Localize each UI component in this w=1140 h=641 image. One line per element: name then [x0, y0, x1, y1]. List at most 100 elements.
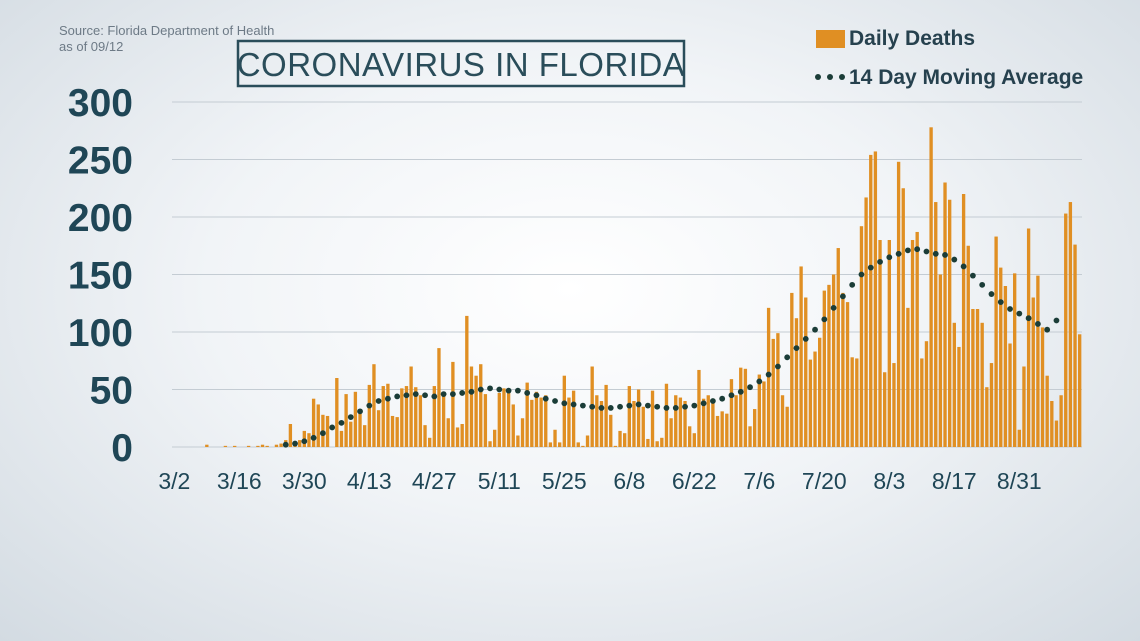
moving-average-dots — [282, 246, 1060, 448]
bar-daily-deaths — [441, 391, 446, 447]
moving-average-point — [477, 386, 484, 393]
moving-average-point — [979, 281, 986, 288]
bar-daily-deaths — [869, 154, 873, 447]
moving-average-point — [858, 271, 865, 278]
bar-daily-deaths — [520, 418, 525, 447]
y-tick-label: 250 — [68, 140, 133, 183]
legend: Daily Deaths 14 Day Moving Average — [815, 27, 1083, 89]
bar-daily-deaths — [525, 382, 529, 447]
bar-daily-deaths — [1008, 343, 1012, 447]
bar-daily-deaths — [627, 386, 631, 447]
legend-bar-swatch — [816, 30, 845, 48]
bar-daily-deaths — [845, 302, 850, 447]
bar-daily-deaths — [1022, 366, 1026, 447]
bar-daily-deaths — [581, 445, 585, 447]
moving-average-point — [617, 403, 623, 410]
bar-daily-deaths — [762, 381, 766, 447]
moving-average-point — [1053, 317, 1060, 324]
bar-daily-deaths — [822, 290, 826, 447]
bar-daily-deaths — [920, 358, 924, 447]
bar-daily-deaths — [980, 322, 984, 447]
bar-daily-deaths — [660, 437, 664, 447]
moving-average-point — [338, 419, 345, 426]
bar-daily-deaths — [934, 202, 938, 447]
bar-daily-deaths — [971, 309, 975, 447]
bar-daily-deaths — [349, 421, 353, 447]
bar-daily-deaths — [674, 395, 678, 447]
bar-daily-deaths — [511, 404, 515, 447]
moving-average-point — [737, 388, 744, 395]
moving-average-point — [412, 391, 419, 397]
y-tick-label: 0 — [111, 427, 133, 470]
bar-daily-deaths — [873, 151, 878, 447]
bar-daily-deaths — [906, 307, 910, 447]
bar-daily-deaths — [957, 346, 961, 447]
bar-daily-deaths — [771, 338, 775, 447]
bar-daily-deaths — [1059, 395, 1063, 447]
bar-daily-deaths — [339, 430, 344, 447]
moving-average-point — [384, 395, 391, 402]
bar-daily-deaths — [316, 404, 320, 447]
moving-average-point — [821, 316, 828, 323]
y-tick-label: 50 — [90, 370, 133, 413]
moving-average-point — [895, 250, 902, 257]
bar-daily-deaths — [497, 392, 501, 447]
bar-daily-deaths — [539, 397, 543, 447]
moving-average-point — [449, 391, 456, 397]
bar-daily-deaths — [688, 426, 692, 447]
bar-daily-deaths — [567, 397, 571, 447]
bar-daily-deaths — [1040, 327, 1045, 447]
bar-daily-deaths — [488, 441, 492, 447]
bar-daily-deaths — [850, 357, 854, 447]
bar-daily-deaths — [636, 389, 641, 447]
bar-daily-deaths — [479, 364, 483, 447]
bar-daily-deaths — [423, 425, 427, 447]
bar-daily-deaths — [664, 383, 669, 447]
bar-daily-deaths — [1050, 401, 1054, 447]
bar-daily-deaths — [678, 397, 683, 447]
moving-average-point — [487, 385, 493, 392]
bar-daily-deaths — [358, 413, 362, 447]
x-tick-label: 4/27 — [412, 468, 457, 494]
bar-daily-deaths — [915, 231, 919, 447]
bar-daily-deaths — [506, 392, 511, 447]
bar-daily-deaths — [474, 375, 478, 447]
bar-daily-deaths — [910, 240, 915, 447]
bar-daily-deaths — [544, 395, 548, 447]
bar-daily-deaths — [813, 351, 817, 447]
bar-daily-deaths — [353, 391, 358, 447]
y-tick-label: 200 — [68, 197, 133, 240]
moving-average-point — [310, 434, 317, 441]
bar-daily-deaths — [446, 418, 450, 447]
bar-daily-deaths — [465, 315, 469, 447]
bar-daily-deaths — [827, 284, 831, 447]
bar-daily-deaths — [859, 226, 864, 447]
bar-daily-deaths — [650, 390, 655, 447]
bar-daily-deaths — [1068, 202, 1073, 447]
bar-daily-deaths — [437, 348, 441, 447]
moving-average-point — [654, 403, 661, 410]
moving-average-point — [747, 384, 753, 391]
moving-average-point — [542, 395, 549, 402]
moving-average-point — [607, 405, 614, 411]
x-axis-ticks: 3/2 3/16 3/30 4/13 4/27 5/11 5/25 6/8 6/22 7/6 7/2… — [158, 468, 1041, 494]
moving-average-point — [682, 403, 688, 410]
bar-daily-deaths — [367, 384, 371, 447]
bar-daily-deaths — [451, 361, 455, 447]
chart-title: CORONAVIRUS IN FLORIDA — [237, 46, 686, 83]
bar-daily-deaths — [460, 424, 464, 447]
bar-daily-deaths — [878, 240, 882, 447]
bar-daily-deaths — [711, 398, 715, 447]
bar-daily-deaths — [233, 445, 237, 447]
bar-daily-deaths — [223, 445, 228, 447]
bar-daily-deaths — [613, 445, 618, 447]
moving-average-point — [914, 246, 921, 253]
bar-daily-deaths — [836, 248, 840, 447]
bar-daily-deaths — [205, 444, 209, 447]
moving-average-point — [877, 258, 883, 265]
x-tick-label: 5/25 — [542, 468, 587, 494]
moving-average-point — [774, 363, 781, 370]
legend-moving-average: 14 Day Moving Average — [849, 66, 1083, 89]
bar-daily-deaths — [502, 388, 506, 447]
